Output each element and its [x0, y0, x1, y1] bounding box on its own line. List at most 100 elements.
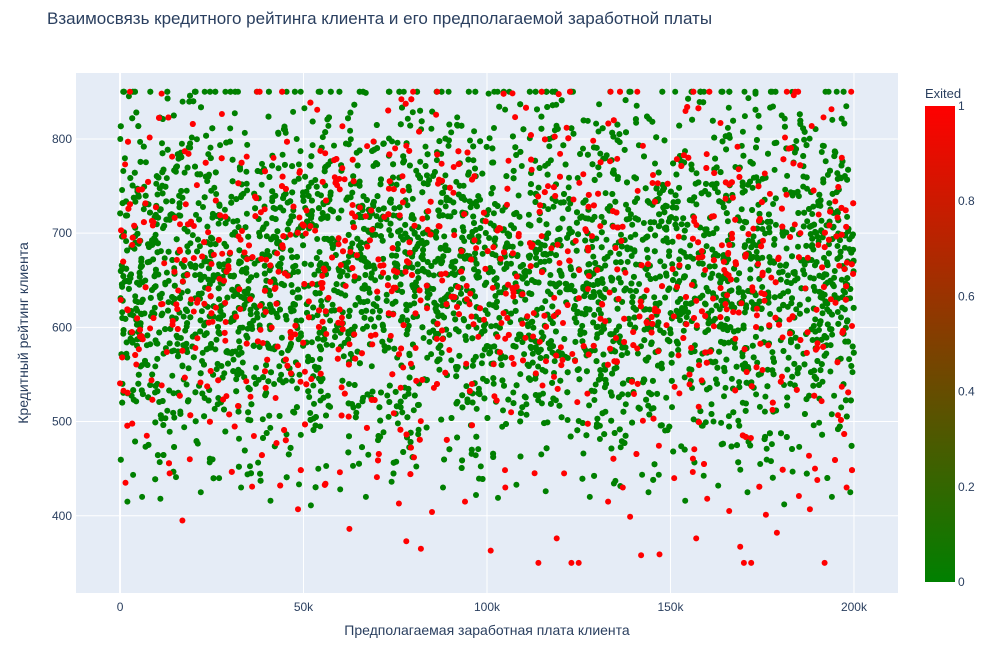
data-point — [544, 288, 551, 295]
data-point — [345, 313, 352, 320]
data-point — [783, 245, 790, 252]
data-point — [496, 314, 503, 321]
data-point — [706, 263, 713, 270]
data-point — [602, 376, 609, 383]
data-point — [120, 327, 127, 334]
data-point — [345, 141, 352, 148]
data-point — [306, 162, 313, 169]
data-point — [763, 445, 770, 452]
data-point — [210, 274, 217, 281]
data-point — [709, 117, 716, 124]
data-point — [236, 338, 243, 345]
data-point — [812, 316, 819, 323]
data-point — [831, 268, 838, 274]
data-point — [162, 326, 169, 333]
data-point — [676, 184, 683, 191]
data-point — [404, 317, 411, 324]
data-point — [762, 393, 769, 400]
data-point — [819, 142, 826, 149]
data-point — [499, 207, 506, 214]
data-point — [844, 213, 851, 220]
data-point — [730, 409, 737, 416]
data-point — [769, 367, 776, 374]
data-point — [234, 371, 241, 378]
data-point — [432, 258, 439, 265]
data-point — [287, 198, 294, 205]
data-point — [670, 199, 677, 206]
data-point — [419, 189, 426, 196]
data-point — [196, 243, 203, 250]
data-point — [788, 300, 795, 307]
data-point — [349, 189, 356, 196]
data-point — [400, 88, 407, 95]
data-point — [227, 125, 234, 132]
data-point — [825, 250, 832, 257]
data-point — [410, 215, 417, 222]
data-point — [138, 262, 145, 269]
data-point — [356, 178, 363, 185]
data-point — [486, 235, 493, 241]
data-point — [739, 128, 746, 135]
data-point — [130, 396, 137, 403]
data-point — [216, 296, 223, 303]
data-point — [716, 323, 723, 330]
data-point — [602, 366, 609, 373]
data-point — [221, 240, 228, 247]
data-point — [574, 367, 581, 373]
data-point — [296, 371, 303, 378]
data-point — [478, 360, 485, 367]
data-point — [789, 373, 796, 380]
data-point — [380, 429, 387, 436]
data-point — [135, 380, 142, 387]
data-point — [313, 290, 320, 297]
data-point — [789, 226, 796, 233]
data-point — [274, 314, 281, 321]
data-point — [532, 338, 539, 345]
data-points — [117, 88, 857, 566]
data-point — [336, 88, 343, 95]
data-point — [570, 130, 577, 137]
data-point — [666, 285, 673, 292]
data-point — [658, 422, 665, 429]
data-point — [666, 252, 672, 259]
data-point — [491, 125, 497, 131]
data-point — [584, 151, 591, 158]
data-point — [664, 336, 671, 343]
data-point — [349, 240, 356, 247]
data-point — [415, 234, 421, 241]
data-point — [387, 196, 394, 203]
data-point — [538, 113, 545, 120]
data-point — [386, 88, 393, 95]
data-point — [567, 264, 574, 270]
data-point — [243, 332, 250, 339]
data-point — [297, 431, 304, 438]
data-point — [603, 236, 610, 243]
data-point — [777, 293, 784, 299]
data-point — [298, 317, 305, 324]
data-point — [733, 363, 740, 370]
data-point — [657, 258, 664, 265]
data-point — [641, 153, 647, 160]
data-point — [254, 168, 261, 174]
data-point — [736, 379, 743, 385]
data-point — [591, 176, 598, 183]
data-point — [769, 474, 776, 481]
data-point — [274, 228, 281, 235]
data-point — [737, 466, 744, 473]
data-point — [435, 344, 442, 351]
data-point — [800, 125, 807, 132]
data-point — [222, 88, 229, 95]
data-point — [352, 302, 359, 308]
data-point — [545, 160, 551, 167]
data-point — [479, 476, 486, 482]
data-point — [454, 434, 461, 441]
data-point — [137, 320, 144, 327]
data-point — [545, 340, 552, 347]
data-point — [424, 259, 431, 265]
data-point — [636, 281, 643, 287]
data-point — [561, 336, 568, 342]
data-point — [565, 184, 572, 191]
data-point — [205, 265, 212, 272]
data-point — [185, 248, 192, 255]
data-point — [816, 382, 822, 388]
